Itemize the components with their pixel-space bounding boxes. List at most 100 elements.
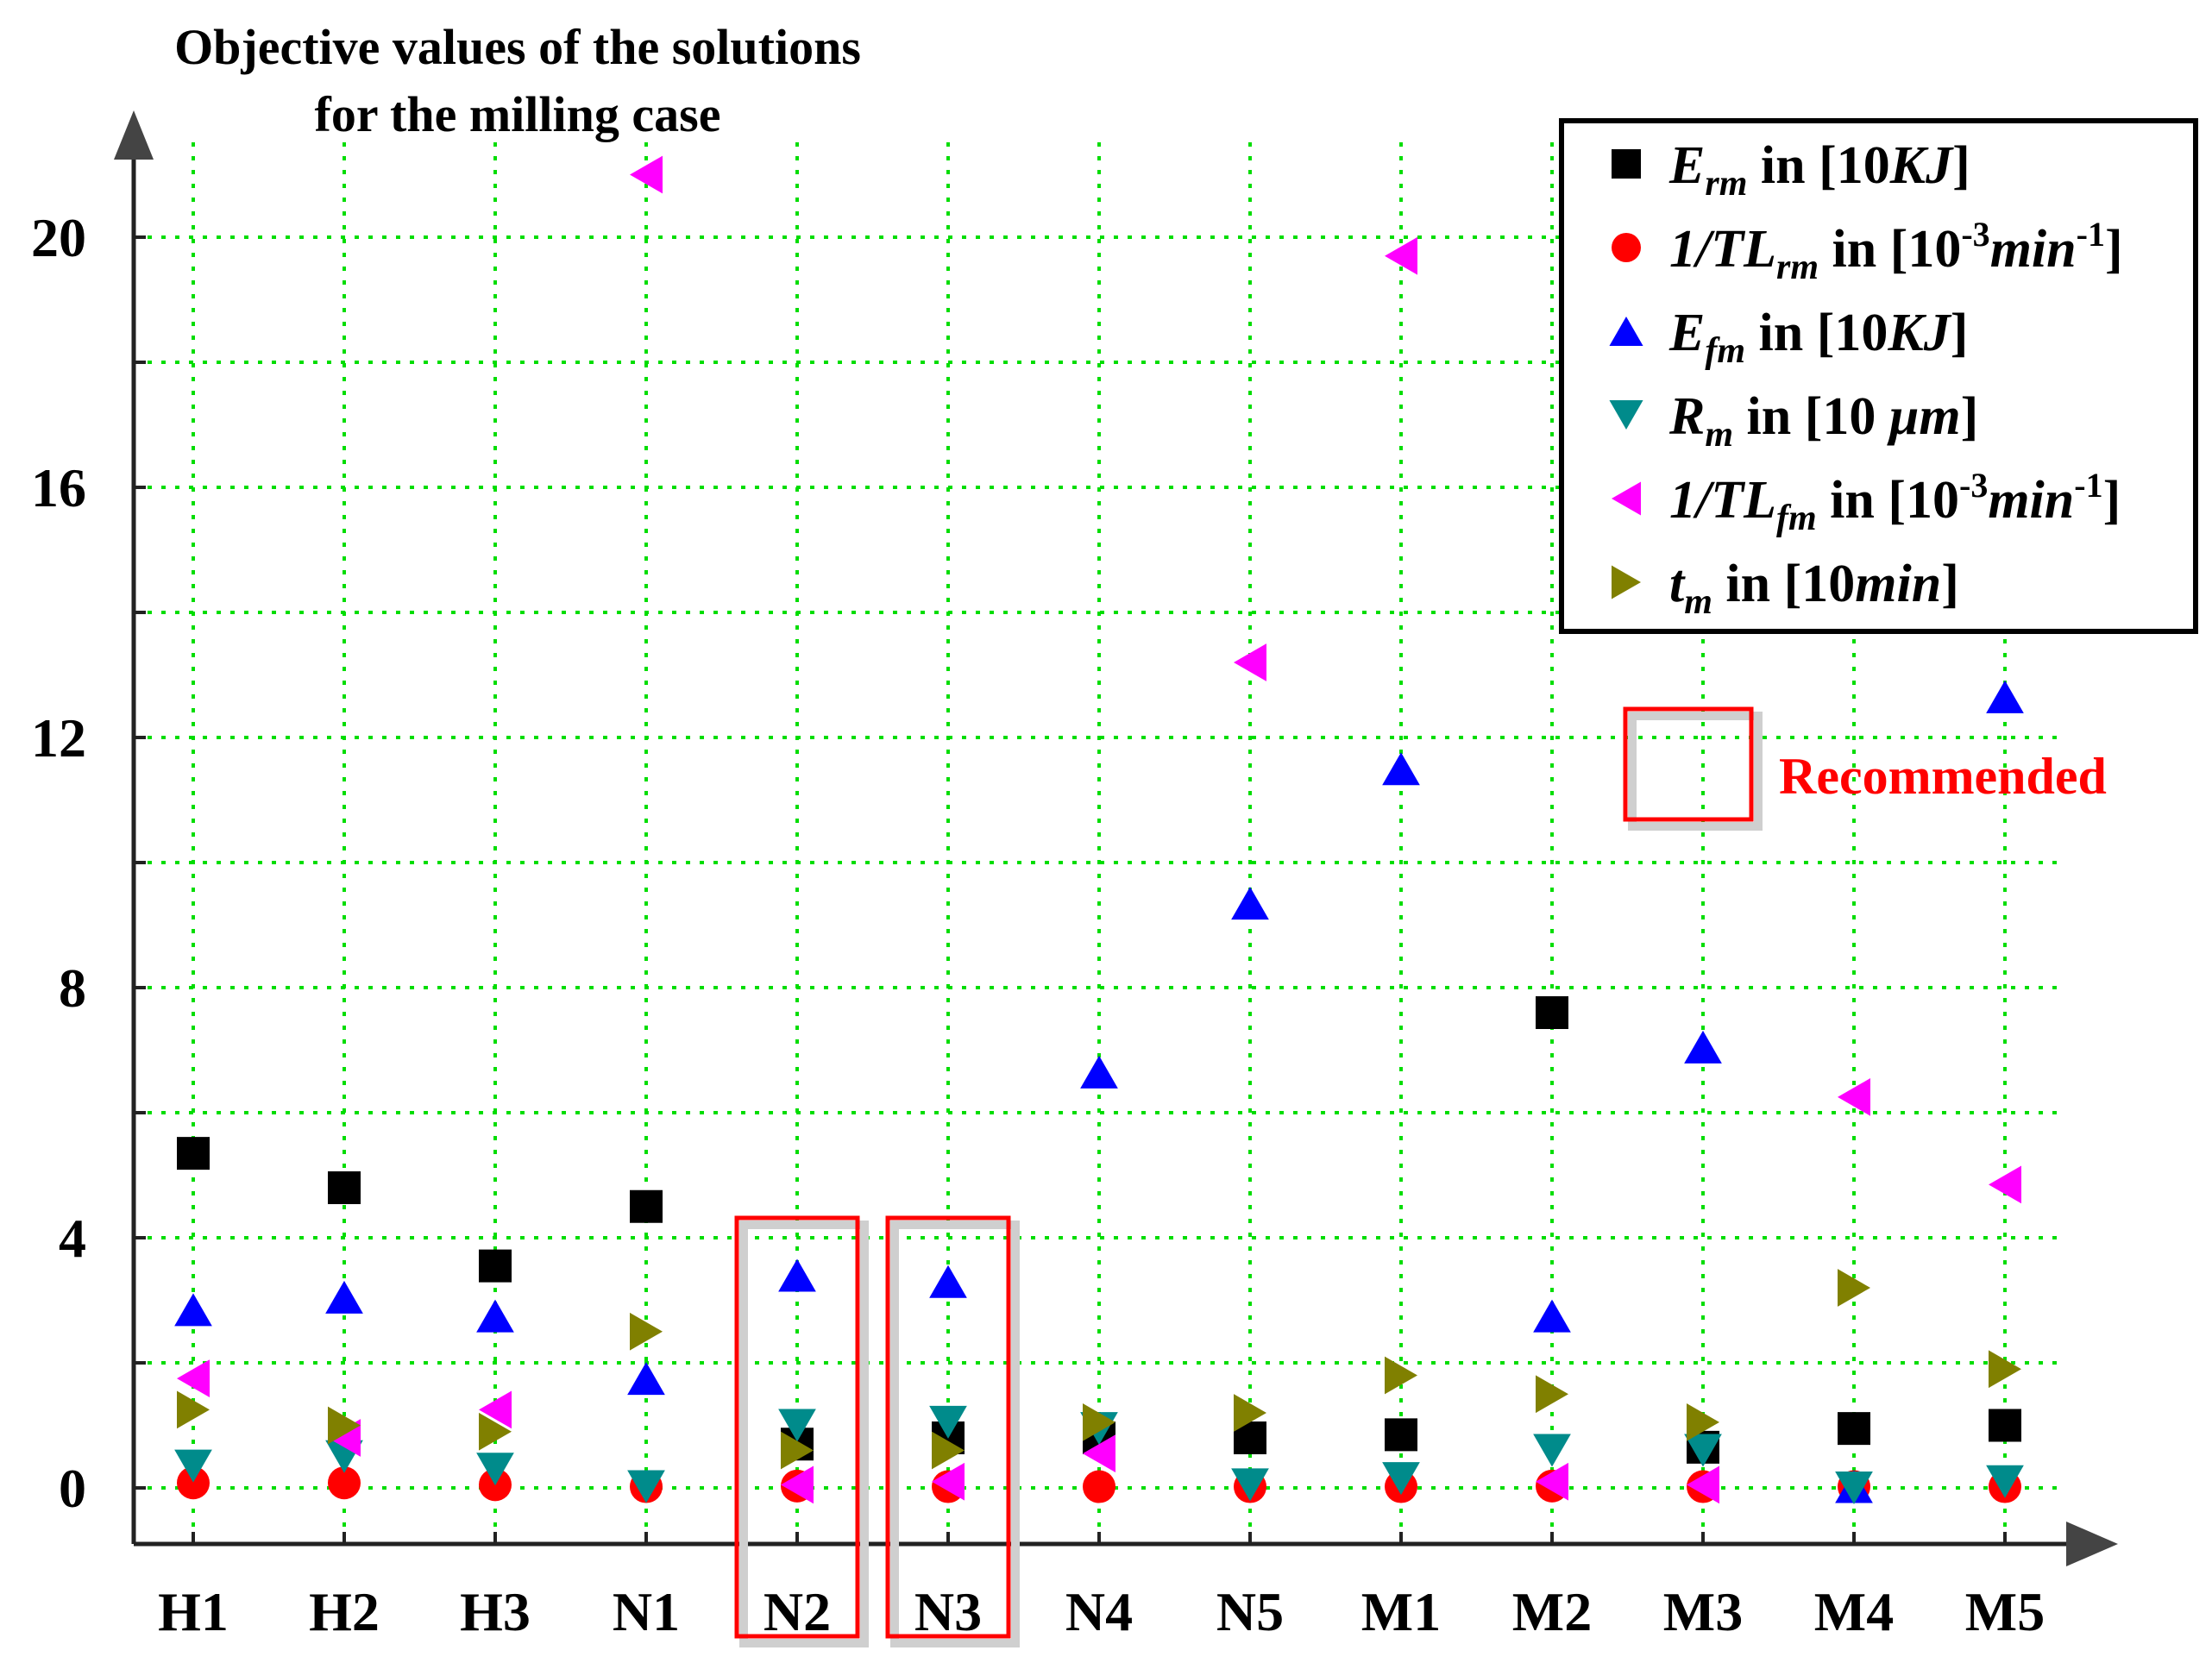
point-e-rm-h3 — [479, 1249, 512, 1283]
point-e-rm-n1 — [630, 1189, 663, 1223]
point-e-rm-m2 — [1536, 996, 1568, 1029]
point-t-m-n3 — [932, 1431, 965, 1470]
legend-marker-e-fm — [1609, 317, 1643, 346]
x-tick-label-m3: M3 — [1663, 1581, 1743, 1642]
point-r-m-m2 — [1533, 1434, 1571, 1467]
point-e-fm-n1 — [627, 1362, 665, 1396]
point-inv-tl-fm-m5 — [1989, 1165, 2021, 1204]
x-tick-label-h3: H3 — [460, 1581, 531, 1642]
point-inv-tl-fm-n1 — [630, 155, 663, 194]
point-e-rm-m4 — [1838, 1412, 1870, 1446]
x-tick-label-h1: H1 — [158, 1581, 229, 1642]
point-e-fm-n5 — [1231, 887, 1269, 920]
legend-marker-e-rm — [1612, 149, 1641, 179]
point-r-m-h3 — [476, 1453, 514, 1486]
point-t-m-m2 — [1536, 1375, 1568, 1414]
point-t-m-m5 — [1989, 1350, 2021, 1389]
y-tick-label: 4 — [59, 1208, 86, 1269]
point-e-fm-n4 — [1080, 1055, 1118, 1089]
x-tick-label-m4: M4 — [1814, 1581, 1894, 1642]
point-e-fm-h2 — [325, 1280, 363, 1314]
data-points — [174, 155, 2024, 1504]
point-r-m-n5 — [1231, 1468, 1269, 1502]
point-e-rm-m5 — [1989, 1409, 2021, 1442]
point-inv-tl-fm-m2 — [1536, 1462, 1568, 1501]
point-inv-tl-fm-m3 — [1687, 1465, 1719, 1504]
x-tick-label-n5: N5 — [1216, 1581, 1284, 1642]
point-t-m-h1 — [177, 1390, 210, 1429]
x-tick-label-m1: M1 — [1361, 1581, 1441, 1642]
point-r-m-n2 — [778, 1409, 816, 1442]
point-e-fm-m3 — [1684, 1030, 1722, 1064]
point-inv-tl-fm-m1 — [1385, 236, 1417, 275]
x-tick-label-n1: N1 — [613, 1581, 680, 1642]
x-axis-arrow — [2066, 1522, 2118, 1566]
axes: 0 4 8 12 16 20 H1 H2 H3 N1 N2 N3 N4 N5 M1 M2 M3 M4 M5 — [31, 110, 2118, 1642]
recommended-highlights — [734, 1215, 1020, 1647]
point-r-m-n3 — [929, 1405, 967, 1439]
recommended-box — [1623, 706, 1754, 822]
legend-label-inv-tl-rm: 1/TLrm in [10-3min-1] — [1669, 215, 2123, 287]
point-r-m-h1 — [174, 1449, 212, 1483]
legend-label-r-m: Rm in [10 μm] — [1668, 387, 1978, 455]
point-e-fm-h3 — [476, 1299, 514, 1333]
point-e-fm-m2 — [1533, 1299, 1571, 1333]
point-r-m-m3 — [1684, 1434, 1722, 1467]
recommended-label: Recommended — [1779, 748, 2107, 805]
point-e-fm-n3 — [929, 1265, 967, 1298]
legend-marker-r-m — [1609, 400, 1643, 430]
recommended-annotation: Recommended — [1623, 706, 2107, 831]
point-t-m-n5 — [1234, 1394, 1266, 1432]
x-tick-label-n4: N4 — [1065, 1581, 1133, 1642]
point-inv-tl-fm-n2 — [781, 1465, 814, 1504]
legend: Erm in [10KJ] 1/TLrm in [10-3min-1] Efm in… — [1559, 118, 2198, 634]
point-inv-tl-rm-h1 — [177, 1466, 210, 1500]
x-tick-label-n2: N2 — [764, 1581, 831, 1642]
highlight-shadow-n3 — [890, 1221, 1020, 1647]
y-tick-label: 16 — [31, 457, 86, 518]
point-e-fm-m5 — [1986, 680, 2024, 713]
point-t-m-n4 — [1083, 1403, 1115, 1441]
point-t-m-h3 — [479, 1412, 512, 1451]
legend-label-e-rm: Erm in [10KJ] — [1668, 136, 1970, 204]
point-e-rm-h2 — [328, 1171, 361, 1204]
point-t-m-m1 — [1385, 1356, 1417, 1395]
x-tick-label-n3: N3 — [914, 1581, 982, 1642]
legend-marker-inv-tl-rm — [1612, 233, 1641, 262]
x-tick-label-h2: H2 — [309, 1581, 380, 1642]
y-tick-label: 8 — [59, 957, 86, 1019]
point-t-m-m3 — [1687, 1403, 1719, 1441]
y-tick-label: 0 — [59, 1458, 86, 1519]
point-inv-tl-fm-n4 — [1083, 1434, 1115, 1472]
point-inv-tl-fm-m4 — [1838, 1078, 1870, 1116]
highlight-shadow-n2 — [739, 1221, 869, 1647]
point-e-fm-m1 — [1382, 752, 1420, 786]
legend-marker-t-m — [1612, 565, 1641, 599]
point-inv-tl-fm-h3 — [479, 1390, 512, 1429]
point-r-m-m5 — [1986, 1465, 2024, 1498]
recommended-box-shadow — [1628, 712, 1763, 831]
point-t-m-m4 — [1838, 1269, 1870, 1307]
point-inv-tl-rm-h2 — [328, 1466, 361, 1500]
chart-title: Objective values of the solutions for th… — [174, 19, 861, 142]
y-tick-label: 20 — [31, 207, 86, 268]
y-tick-label: 12 — [31, 707, 86, 769]
point-t-m-n1 — [630, 1312, 663, 1351]
point-e-rm-m1 — [1385, 1418, 1417, 1452]
point-inv-tl-fm-n3 — [932, 1462, 965, 1501]
x-tick-label-m5: M5 — [1965, 1581, 2045, 1642]
legend-box — [1559, 118, 2198, 634]
point-r-m-m4 — [1835, 1472, 1873, 1504]
x-tick-label-m2: M2 — [1512, 1581, 1592, 1642]
legend-marker-inv-tl-fm — [1612, 481, 1641, 516]
y-axis-arrow — [114, 110, 154, 160]
point-e-fm-h1 — [174, 1293, 212, 1327]
highlight-box-n3 — [885, 1215, 1011, 1639]
point-t-m-n2 — [781, 1431, 814, 1470]
chart-title-line-2: for the milling case — [315, 86, 721, 142]
point-t-m-h2 — [328, 1406, 361, 1445]
point-e-fm-n2 — [778, 1258, 816, 1292]
highlight-box-n2 — [734, 1215, 860, 1639]
point-e-rm-h1 — [177, 1137, 210, 1170]
